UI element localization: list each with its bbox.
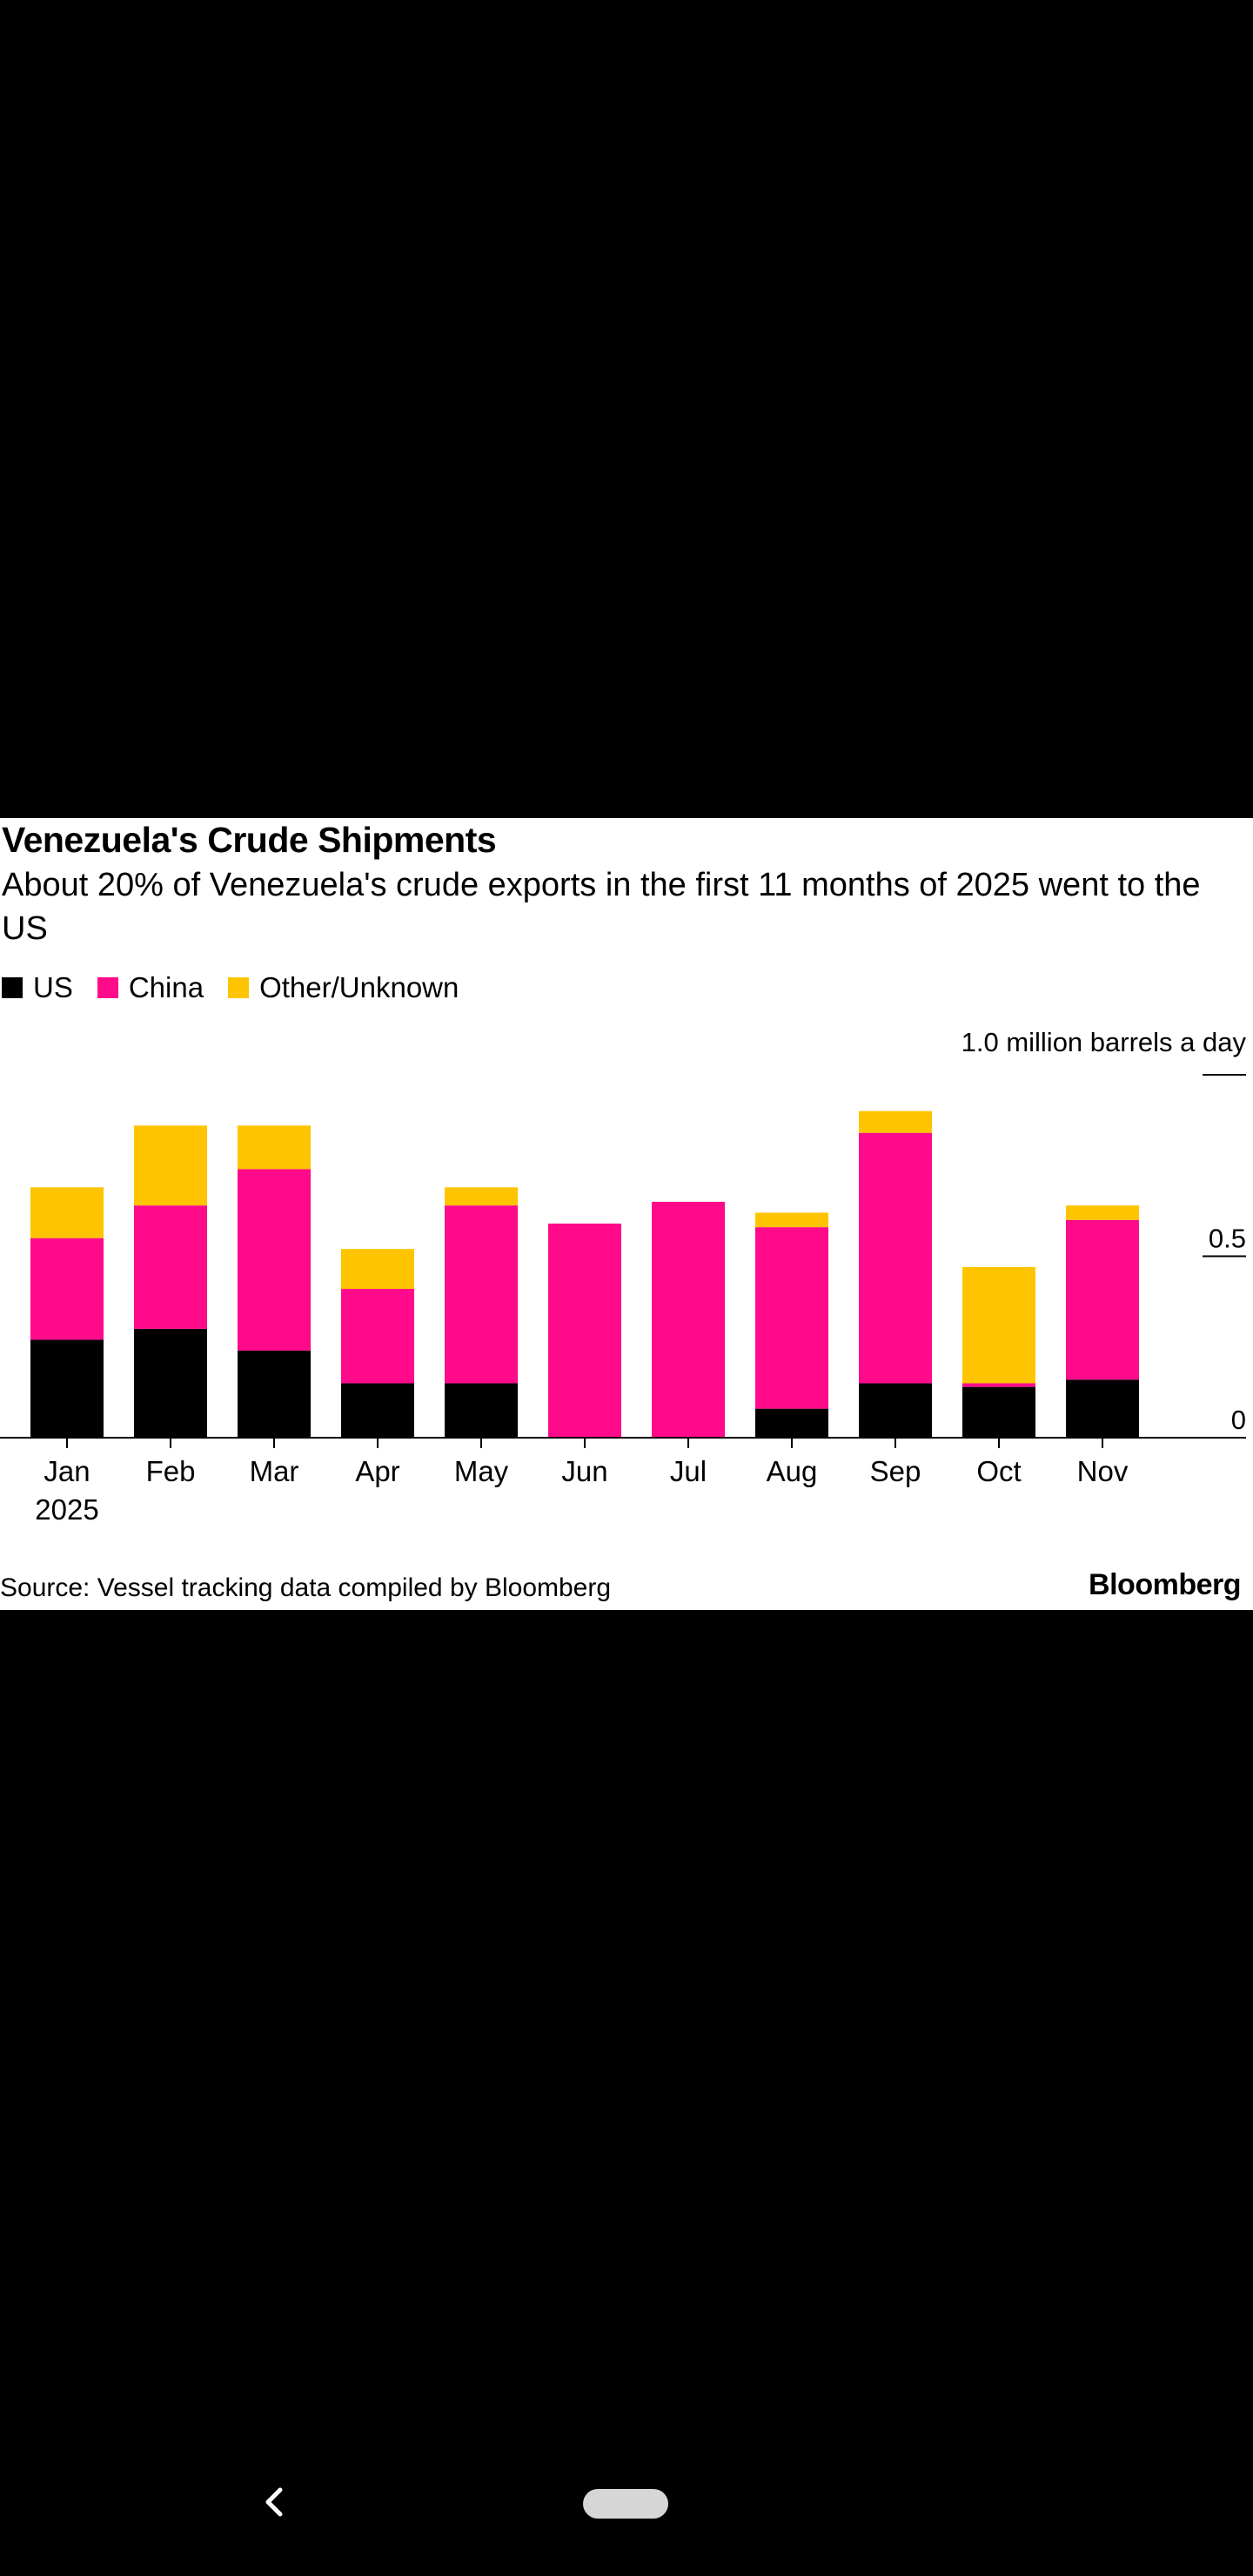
source-note: Source: Vessel tracking data compiled by… xyxy=(0,1573,612,1602)
chart-plot: 1.0 million barrels a day 0 0.5 Jan Feb Mar Ap… xyxy=(0,1027,1247,1526)
bar-us-aug xyxy=(755,1408,828,1438)
x-tick-label-aug: Aug xyxy=(767,1455,818,1487)
bar-other-unknown-nov xyxy=(1066,1205,1139,1220)
y-axis-unit-label: 1.0 million barrels a day xyxy=(962,1027,1247,1057)
legend-swatch-us xyxy=(2,977,23,998)
legend-label-china: China xyxy=(128,971,204,1003)
x-tick-label-mar: Mar xyxy=(250,1455,299,1487)
bar-china-aug xyxy=(755,1227,828,1409)
bar-china-nov xyxy=(1066,1219,1139,1380)
bar-china-feb xyxy=(134,1205,207,1329)
bar-us-nov xyxy=(1066,1379,1139,1438)
x-tick-label-jan: Jan xyxy=(44,1455,90,1487)
y-tick-label: 0.5 xyxy=(1209,1224,1246,1254)
legend: US China Other/Unknown xyxy=(2,971,483,1004)
legend-swatch-other xyxy=(228,977,250,998)
bar-other-unknown-jan xyxy=(30,1187,104,1238)
x-tick-label-may: May xyxy=(454,1455,509,1487)
bar-other-unknown-sep xyxy=(859,1110,932,1133)
legend-label-other: Other/Unknown xyxy=(259,971,459,1003)
back-chevron-icon xyxy=(265,2487,283,2517)
x-tick-label-jul: Jul xyxy=(670,1455,707,1487)
bar-china-oct xyxy=(962,1383,1035,1387)
bar-other-unknown-mar xyxy=(238,1125,311,1170)
bar-us-feb xyxy=(134,1328,207,1438)
x-tick-label-jun: Jun xyxy=(561,1455,607,1487)
bar-china-mar xyxy=(238,1169,311,1351)
x-axis-year-label: 2025 xyxy=(35,1493,98,1526)
bar-china-jan xyxy=(30,1238,104,1340)
legend-item-other: Other/Unknown xyxy=(228,971,459,1004)
x-tick-label-apr: Apr xyxy=(355,1455,399,1487)
legend-item-china: China xyxy=(97,971,204,1004)
bar-china-sep xyxy=(859,1132,932,1384)
bar-us-sep xyxy=(859,1383,932,1438)
legend-item-us: US xyxy=(2,971,73,1004)
bar-us-oct xyxy=(962,1386,1035,1438)
legend-label-us: US xyxy=(33,971,73,1003)
back-button[interactable] xyxy=(252,2480,296,2524)
bar-us-jan xyxy=(30,1339,104,1438)
bar-china-apr xyxy=(341,1289,414,1384)
bar-other-unknown-may xyxy=(445,1187,518,1206)
bar-us-may xyxy=(445,1383,518,1438)
legend-swatch-china xyxy=(97,977,118,998)
bar-other-unknown-apr xyxy=(341,1249,414,1290)
bar-china-jun xyxy=(548,1223,621,1438)
bar-other-unknown-oct xyxy=(962,1267,1035,1384)
x-tick-label-nov: Nov xyxy=(1077,1455,1129,1487)
x-tick-label-feb: Feb xyxy=(146,1455,196,1487)
android-nav-bar xyxy=(0,2454,1253,2550)
bar-china-may xyxy=(445,1205,518,1384)
bar-us-apr xyxy=(341,1383,414,1438)
chart-title: Venezuela's Crude Shipments xyxy=(2,820,497,860)
chart-card: Venezuela's Crude Shipments About 20% of… xyxy=(0,818,1253,1610)
bloomberg-logo: Bloomberg xyxy=(1089,1568,1241,1601)
bar-us-mar xyxy=(238,1350,311,1438)
home-pill[interactable] xyxy=(583,2489,668,2519)
bar-other-unknown-feb xyxy=(134,1125,207,1206)
x-tick-label-oct: Oct xyxy=(976,1455,1021,1487)
x-tick-label-sep: Sep xyxy=(870,1455,921,1487)
y-tick-label: 0 xyxy=(1231,1405,1246,1435)
bar-china-jul xyxy=(652,1201,725,1438)
chart-subtitle: About 20% of Venezuela's crude exports i… xyxy=(2,867,1201,947)
bar-other-unknown-aug xyxy=(755,1212,828,1228)
